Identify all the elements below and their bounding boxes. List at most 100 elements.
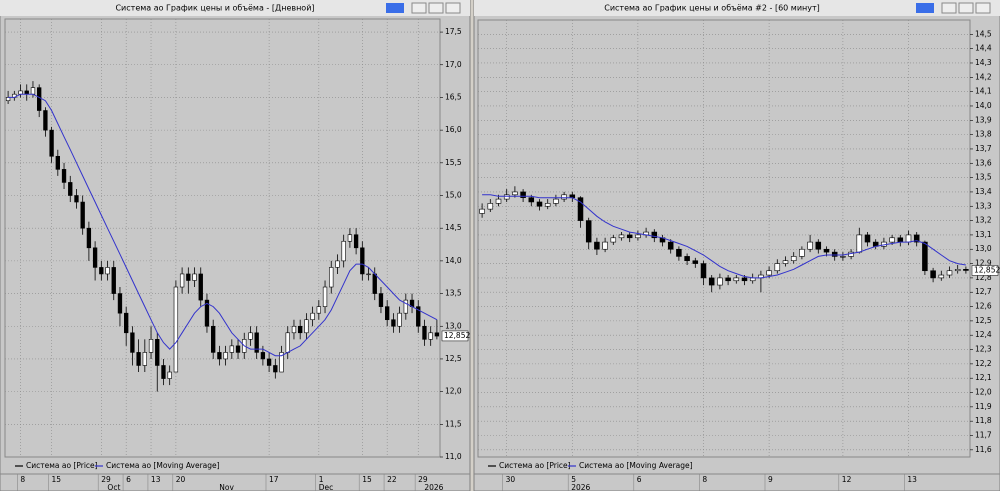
- y-tick-label: 13,0: [975, 244, 992, 253]
- y-tick-label: 13,2: [975, 216, 992, 225]
- x-tick-label: 8: [702, 475, 707, 484]
- y-tick-label: 12,4: [975, 330, 992, 339]
- candle-body: [74, 195, 79, 203]
- x-tick-label: 17: [269, 475, 279, 484]
- minimize-button[interactable]: [411, 2, 427, 14]
- y-tick-label: 14,2: [975, 72, 992, 81]
- y-tick-label: 15,5: [445, 158, 462, 167]
- plot-area: [477, 19, 971, 458]
- candle-body: [86, 227, 92, 249]
- candle-body: [807, 241, 813, 250]
- candle-body: [553, 198, 559, 204]
- candle-body: [676, 248, 682, 257]
- candle-body: [105, 267, 110, 275]
- candle-body: [954, 269, 961, 272]
- candle-body: [528, 197, 535, 203]
- candle-body: [341, 240, 346, 262]
- last-price-label: 12,852: [444, 331, 470, 340]
- candle-body: [946, 270, 953, 276]
- candle-body: [49, 129, 54, 157]
- window-title: Система ао График цены и объёма - [Дневн…: [115, 4, 314, 13]
- candle-body: [161, 365, 166, 379]
- candle-body: [774, 263, 781, 272]
- candle-body: [700, 263, 707, 279]
- candle-body: [708, 277, 715, 286]
- y-tick-label: 13,0: [445, 321, 462, 330]
- candle-body: [385, 306, 390, 321]
- candle-body: [217, 352, 222, 360]
- candle-body: [635, 234, 641, 239]
- candle-body: [360, 247, 365, 275]
- y-tick-label: 12,2: [975, 359, 992, 368]
- candle-body: [167, 371, 172, 379]
- legend-label: Система ао [Price]: [26, 461, 98, 470]
- y-tick-label: 14,4: [975, 44, 992, 53]
- close-button[interactable]: [445, 2, 461, 14]
- candle-body: [155, 339, 160, 366]
- title-bar: [474, 0, 1000, 16]
- candle-body: [37, 87, 42, 111]
- candle-body: [889, 237, 895, 243]
- y-tick-label: 14,3: [975, 58, 992, 67]
- candle-body: [840, 256, 846, 258]
- candle-body: [322, 286, 328, 307]
- minimize-button[interactable]: [941, 2, 957, 14]
- candle-body: [905, 234, 912, 243]
- candle-body: [223, 352, 228, 360]
- candle-body: [173, 286, 179, 373]
- y-tick-label: 15,0: [445, 191, 462, 200]
- candle-body: [304, 319, 309, 334]
- candle-body: [512, 191, 518, 196]
- legend-label: Система ао [Moving Average]: [106, 461, 220, 470]
- x-tick-label: 22: [387, 475, 397, 484]
- candle-body: [248, 332, 253, 340]
- period-label: 2026: [571, 483, 590, 491]
- candle-body: [922, 241, 928, 272]
- y-tick-label: 14,5: [445, 223, 462, 232]
- candle-body: [30, 87, 36, 95]
- candle-body: [856, 234, 863, 253]
- candle-body: [68, 182, 73, 196]
- y-tick-label: 13,5: [445, 289, 462, 298]
- candle-body: [298, 325, 303, 334]
- candle-body: [479, 208, 485, 214]
- y-tick-label: 12,5: [445, 354, 462, 363]
- x-tick-label: 8: [20, 475, 25, 484]
- maximize-button[interactable]: [428, 2, 444, 14]
- x-tick-label: 13: [907, 475, 917, 484]
- candle-body: [930, 270, 936, 279]
- pin-button[interactable]: [386, 3, 404, 13]
- candle-body: [130, 332, 135, 353]
- y-tick-label: 17,0: [445, 60, 462, 69]
- candle-body: [602, 241, 608, 250]
- candle-body: [544, 203, 551, 207]
- y-tick-label: 13,3: [975, 201, 992, 210]
- candle-body: [211, 325, 216, 353]
- candle-body: [260, 352, 266, 360]
- candle-body: [285, 332, 290, 353]
- y-tick-label: 13,4: [975, 187, 992, 196]
- x-tick-label: 15: [362, 475, 372, 484]
- candle-body: [790, 256, 797, 262]
- candle-body: [594, 241, 600, 250]
- pin-button[interactable]: [916, 3, 934, 13]
- y-tick-label: 11,9: [975, 402, 992, 411]
- maximize-button[interactable]: [958, 2, 974, 14]
- y-tick-label: 12,6: [975, 302, 992, 311]
- candle-body: [766, 270, 772, 276]
- y-tick-label: 13,7: [975, 144, 992, 153]
- candle-body: [618, 234, 625, 239]
- y-tick-label: 13,8: [975, 130, 992, 139]
- candle-body: [18, 90, 23, 95]
- close-button[interactable]: [975, 2, 991, 14]
- candle-body: [229, 345, 234, 353]
- candle-body: [80, 201, 85, 229]
- candle-body: [577, 197, 584, 221]
- y-tick-label: 11,5: [445, 419, 462, 428]
- y-tick-label: 11,6: [975, 445, 992, 454]
- x-tick-label: 30: [506, 475, 516, 484]
- candle-body: [117, 293, 123, 314]
- x-tick-label: 5: [571, 475, 576, 484]
- y-tick-label: 12,9: [975, 259, 992, 268]
